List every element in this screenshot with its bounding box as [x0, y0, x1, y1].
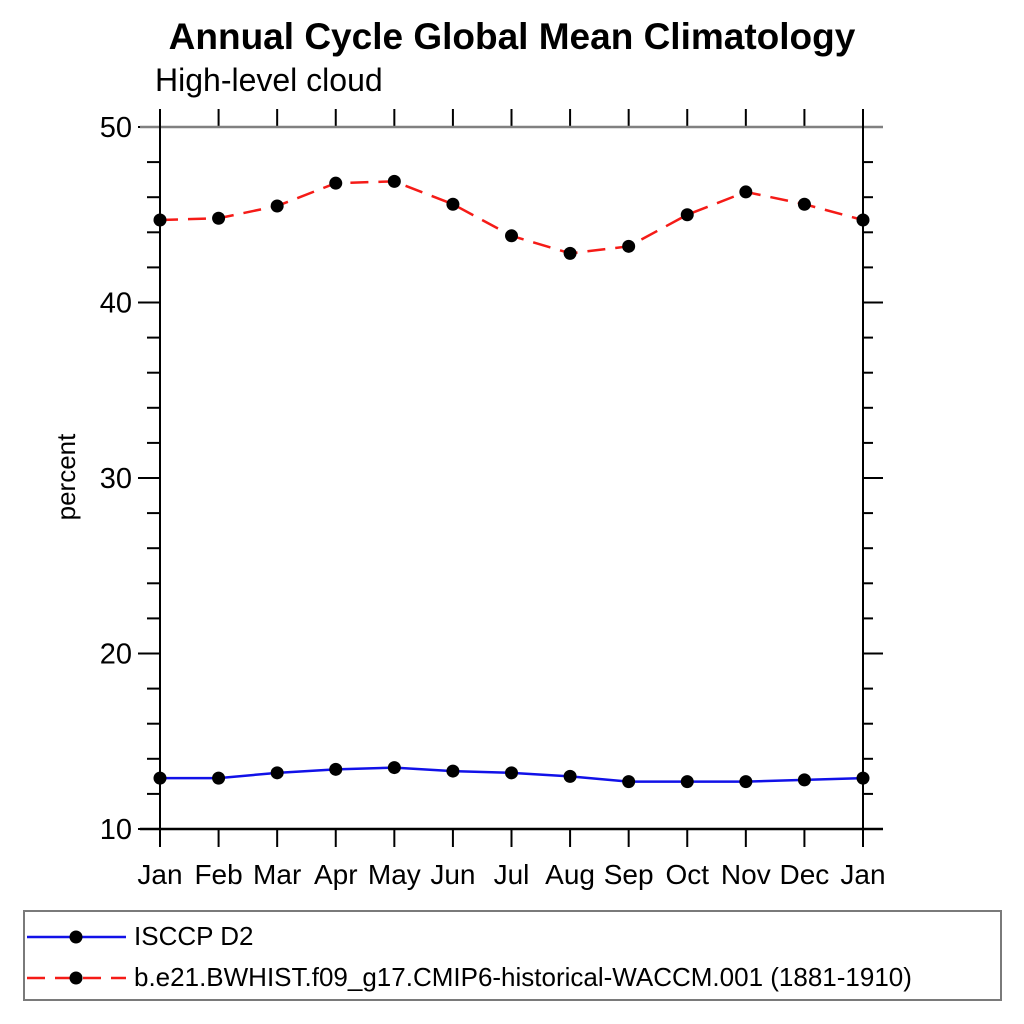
data-point-marker [446, 764, 460, 778]
data-point-marker [797, 197, 811, 211]
series-line-model [159, 180, 864, 255]
data-point-marker [563, 769, 577, 783]
data-point-marker [270, 199, 284, 213]
legend-item-model: b.e21.BWHIST.f09_g17.CMIP6-historical-WA… [25, 957, 1000, 998]
x-tick-label: Sep [604, 859, 654, 890]
data-point-marker [680, 208, 694, 222]
legend-marker-dot [69, 971, 83, 984]
data-point-marker [270, 766, 284, 780]
data-point-marker [622, 239, 636, 253]
legend-label-isccp: ISCCP D2 [134, 921, 254, 951]
data-point-marker [505, 229, 518, 243]
x-tick-label: Mar [253, 859, 301, 890]
data-point-marker [680, 775, 694, 789]
data-point-marker [153, 213, 167, 227]
data-point-marker [739, 775, 753, 789]
data-point-marker [856, 771, 870, 785]
legend-item-isccp: ISCCP D2 [25, 916, 1000, 957]
y-tick-label: 30 [100, 463, 132, 495]
data-point-marker [153, 771, 167, 785]
y-tick-label: 20 [100, 639, 132, 671]
x-tick-label: Jun [430, 859, 475, 890]
x-tick-label: Dec [780, 859, 830, 890]
x-tick-label: Aug [545, 859, 595, 890]
data-point-marker [563, 246, 577, 260]
data-point-marker [212, 211, 226, 225]
data-point-marker [212, 771, 226, 785]
x-tick-label: Jan [137, 859, 182, 890]
x-tick-label: Jan [840, 859, 885, 890]
legend-marker-dot [69, 930, 83, 943]
data-point-marker [739, 185, 753, 199]
data-point-marker [622, 775, 636, 789]
data-point-marker [329, 762, 343, 776]
legend-sample-solid-line [27, 930, 126, 943]
chart-title: Annual Cycle Global Mean Climatology [168, 16, 856, 57]
y-tick-label: 50 [100, 112, 132, 144]
x-tick-label: Feb [194, 859, 242, 890]
x-tick-label: Oct [665, 859, 709, 890]
data-point-marker [856, 213, 870, 227]
legend-label-model: b.e21.BWHIST.f09_g17.CMIP6-historical-WA… [134, 962, 912, 992]
x-tick-label: Apr [314, 859, 358, 890]
y-tick-label: 40 [100, 288, 132, 320]
chart-subtitle: High-level cloud [155, 62, 383, 98]
x-tick-label: Jul [494, 859, 530, 890]
data-point-marker [329, 176, 343, 190]
data-point-marker [387, 761, 401, 775]
data-point-marker [387, 174, 401, 188]
legend-box: ISCCP D2 b.e21.BWHIST.f09_g17.CMIP6-hist… [23, 910, 1002, 1001]
legend-sample-dashed-line [27, 971, 126, 984]
data-point-marker [446, 197, 460, 211]
data-point-marker [797, 773, 811, 787]
x-tick-label: Nov [721, 859, 771, 890]
y-tick-label: 10 [100, 814, 132, 846]
x-tick-label: May [368, 859, 421, 890]
data-point-marker [505, 766, 518, 780]
